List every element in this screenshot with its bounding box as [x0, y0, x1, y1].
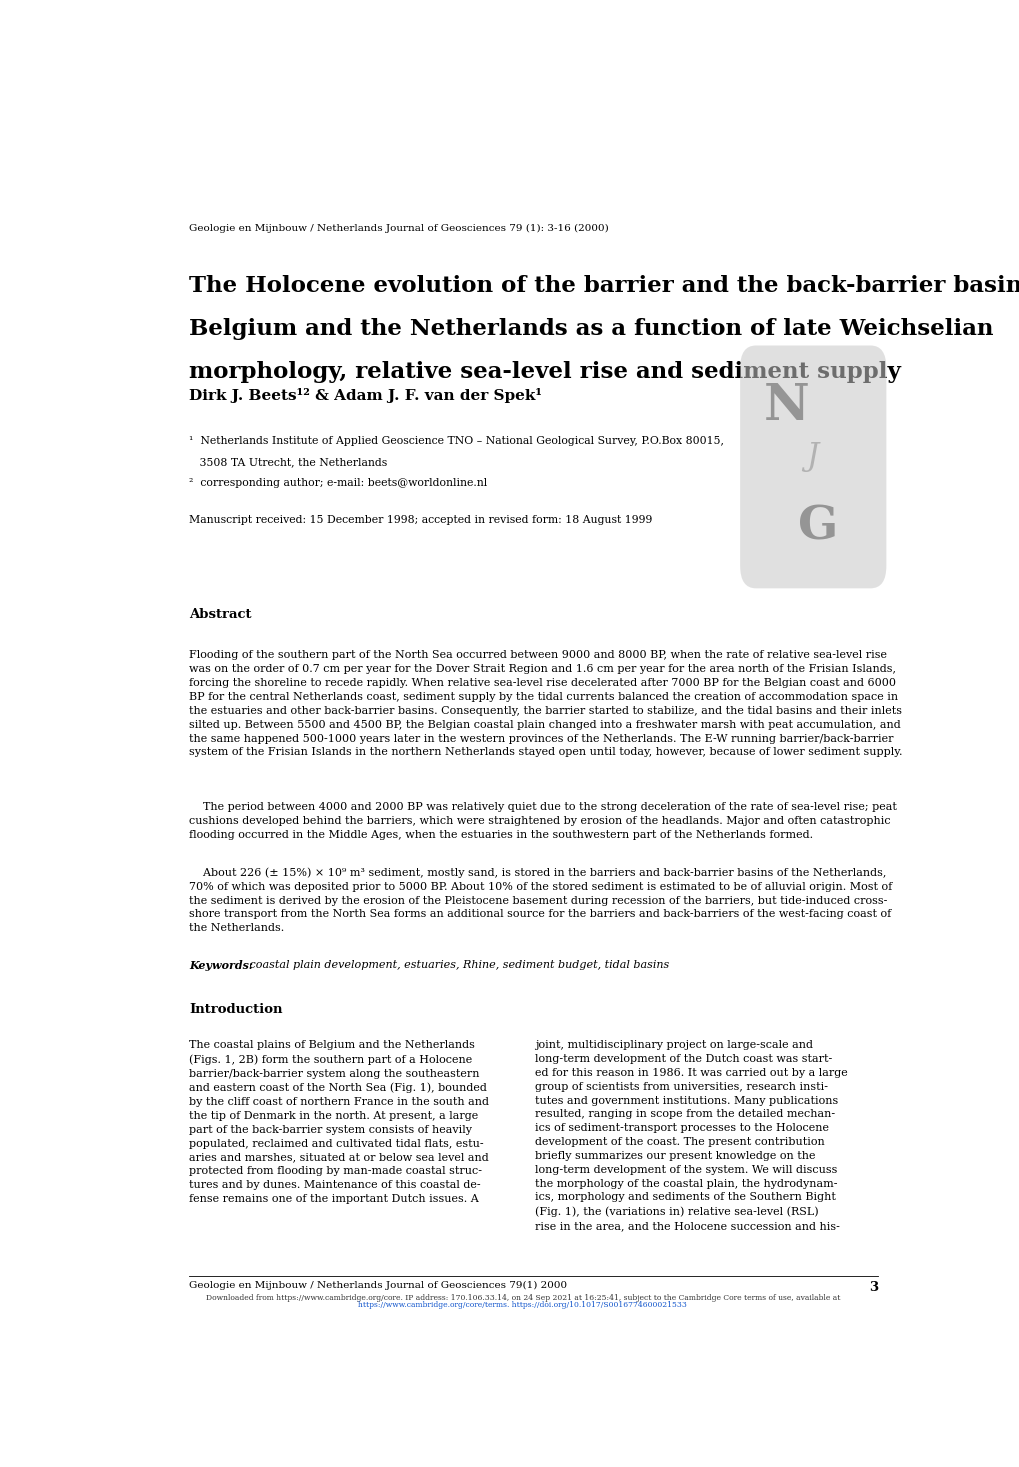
Text: The period between 4000 and 2000 BP was relatively quiet due to the strong decel: The period between 4000 and 2000 BP was … — [189, 802, 896, 839]
Text: joint, multidisciplinary project on large-scale and
long-term development of the: joint, multidisciplinary project on larg… — [534, 1040, 847, 1231]
Text: ¹  Netherlands Institute of Applied Geoscience TNO – National Geological Survey,: ¹ Netherlands Institute of Applied Geosc… — [189, 436, 723, 446]
Text: Geologie en Mijnbouw / Netherlands Journal of Geosciences 79 (1): 3-16 (2000): Geologie en Mijnbouw / Netherlands Journ… — [189, 223, 608, 233]
Text: Downloaded from https://www.cambridge.org/core. IP address: 170.106.33.14, on 24: Downloaded from https://www.cambridge.or… — [206, 1294, 839, 1303]
Text: Manuscript received: 15 December 1998; accepted in revised form: 18 August 1999: Manuscript received: 15 December 1998; a… — [189, 515, 652, 525]
Text: Belgium and the Netherlands as a function of late Weichselian: Belgium and the Netherlands as a functio… — [189, 318, 993, 340]
Text: Dirk J. Beets¹² & Adam J. F. van der Spek¹: Dirk J. Beets¹² & Adam J. F. van der Spe… — [189, 389, 542, 403]
Text: ²  corresponding author; e-mail: beets@worldonline.nl: ² corresponding author; e-mail: beets@wo… — [189, 478, 487, 487]
Text: Introduction: Introduction — [189, 1003, 282, 1017]
Text: About 226 (± 15%) × 10⁹ m³ sediment, mostly sand, is stored in the barriers and : About 226 (± 15%) × 10⁹ m³ sediment, mos… — [189, 867, 892, 933]
Text: J: J — [805, 442, 817, 472]
Text: The coastal plains of Belgium and the Netherlands
(Figs. 1, 2B) form the souther: The coastal plains of Belgium and the Ne… — [189, 1040, 489, 1204]
Text: coastal plain development, estuaries, Rhine, sediment budget, tidal basins: coastal plain development, estuaries, Rh… — [246, 959, 668, 970]
Text: https://www.cambridge.org/core/terms. https://doi.org/10.1017/S0016774600021533: https://www.cambridge.org/core/terms. ht… — [358, 1301, 687, 1309]
Text: Flooding of the southern part of the North Sea occurred between 9000 and 8000 BP: Flooding of the southern part of the Nor… — [189, 650, 902, 757]
Text: 3508 TA Utrecht, the Netherlands: 3508 TA Utrecht, the Netherlands — [189, 458, 387, 468]
Text: N: N — [763, 381, 809, 431]
Text: Keywords:: Keywords: — [189, 959, 253, 971]
Text: Abstract: Abstract — [189, 607, 252, 621]
Text: Geologie en Mijnbouw / Netherlands Journal of Geosciences 79(1) 2000: Geologie en Mijnbouw / Netherlands Journ… — [189, 1281, 567, 1289]
FancyBboxPatch shape — [740, 345, 886, 588]
Text: morphology, relative sea-level rise and sediment supply: morphology, relative sea-level rise and … — [189, 361, 900, 383]
Text: The Holocene evolution of the barrier and the back-barrier basins of: The Holocene evolution of the barrier an… — [189, 276, 1019, 298]
Text: G: G — [797, 503, 838, 550]
Text: 3: 3 — [868, 1281, 877, 1294]
